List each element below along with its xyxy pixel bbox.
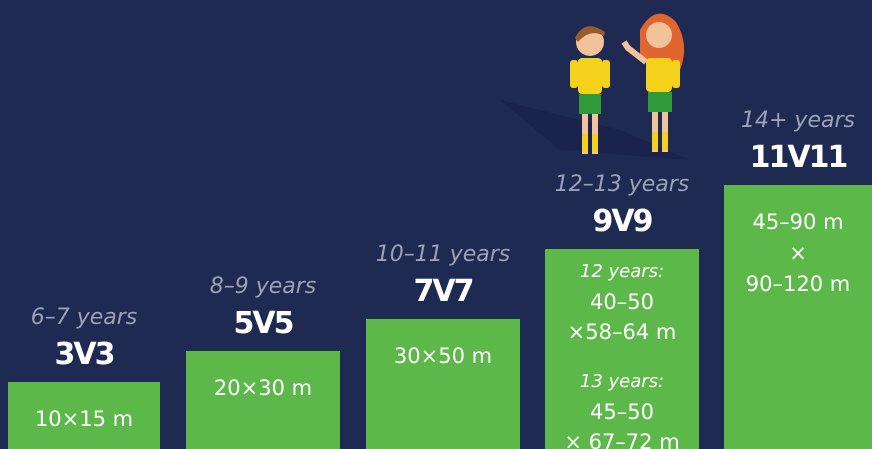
dimension-text: 10×15 m	[35, 407, 133, 431]
dimension-text: 30×50 m	[394, 344, 492, 368]
age-note: 13 years:	[580, 371, 664, 392]
infographic: 6–7 years 3V3 10×15 m 8–9 years 5V5 20×30 m 10…	[0, 0, 872, 449]
dimension-text: 90–120 m	[746, 272, 850, 296]
dimension-text: 45–90 m	[752, 210, 843, 234]
dimension-text: ×	[789, 241, 807, 265]
age-note: 12 years:	[580, 261, 664, 282]
dimension-text: 40–50	[590, 290, 654, 314]
dimension-text: ×58–64 m	[568, 320, 677, 344]
field-block	[186, 351, 340, 449]
dimension-text: 45–50	[590, 400, 654, 424]
format-label: 5V5	[234, 306, 293, 341]
format-label: 3V3	[55, 337, 114, 372]
format-label: 11V11	[750, 140, 847, 175]
format-label: 7V7	[414, 274, 473, 309]
field-block	[366, 319, 520, 449]
age-label: 10–11 years	[376, 242, 511, 267]
format-label: 9V9	[593, 204, 652, 239]
dimension-text: × 67–72 m	[564, 430, 679, 449]
age-label: 14+ years	[741, 108, 855, 133]
dimension-text: 20×30 m	[214, 376, 312, 400]
age-label: 8–9 years	[210, 274, 317, 299]
age-label: 6–7 years	[31, 305, 138, 330]
age-label: 12–13 years	[555, 172, 690, 197]
